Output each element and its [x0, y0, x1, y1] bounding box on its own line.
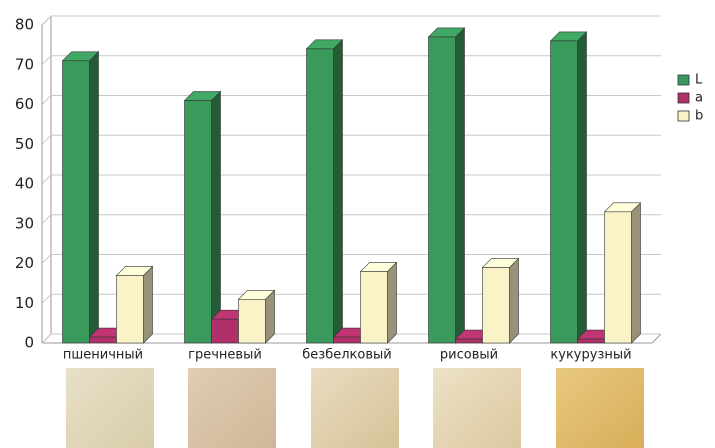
y-tick-label: 50: [15, 135, 34, 153]
legend-swatch: [677, 92, 690, 104]
x-tick-label: безбелковый: [302, 348, 391, 363]
bar-side: [143, 265, 153, 344]
x-tick-label: кукурузный: [550, 348, 631, 363]
bar-side: [577, 31, 587, 344]
bar: [482, 267, 510, 344]
y-tick-label: 70: [15, 55, 34, 73]
sample-image: [556, 368, 644, 448]
y-tick-label: 60: [15, 95, 34, 113]
bar: [184, 100, 212, 344]
bar-side: [509, 257, 519, 344]
bar: [306, 48, 334, 344]
legend-swatch: [677, 110, 690, 122]
legend-label: L: [695, 73, 703, 88]
x-tick-label: рисовый: [440, 348, 498, 363]
bar: [116, 275, 144, 344]
bar-side: [333, 39, 343, 344]
bar-side: [387, 261, 397, 344]
y-tick-label: 30: [15, 214, 34, 232]
bar: [62, 60, 90, 344]
legend-swatch: [677, 74, 690, 86]
y-tick-label: 0: [24, 334, 34, 352]
bar: [428, 36, 456, 344]
sample-image: [311, 368, 399, 448]
bar: [238, 298, 266, 344]
y-tick-label: 20: [15, 254, 34, 272]
x-tick-label: гречневый: [188, 348, 262, 363]
sample-image: [66, 368, 154, 448]
bar: [89, 336, 117, 344]
bar: [604, 211, 632, 344]
grid-line: [41, 15, 661, 26]
bar: [550, 40, 578, 344]
y-tick-label: 40: [15, 175, 34, 193]
y-tick-label: 10: [15, 294, 34, 312]
legend-label: a: [695, 91, 703, 106]
bar: [211, 318, 239, 344]
bar: [333, 336, 361, 344]
sample-image: [188, 368, 276, 448]
bar-side: [89, 51, 99, 344]
bar-side: [211, 90, 221, 344]
legend-label: b: [695, 109, 703, 124]
bar: [360, 271, 388, 344]
x-tick-label: пшеничный: [63, 348, 143, 363]
y-tick-label: 80: [15, 16, 34, 34]
bar-side: [455, 27, 465, 344]
bar: [455, 338, 483, 344]
sample-image: [433, 368, 521, 448]
bar: [577, 338, 605, 344]
bar-side: [631, 202, 641, 344]
